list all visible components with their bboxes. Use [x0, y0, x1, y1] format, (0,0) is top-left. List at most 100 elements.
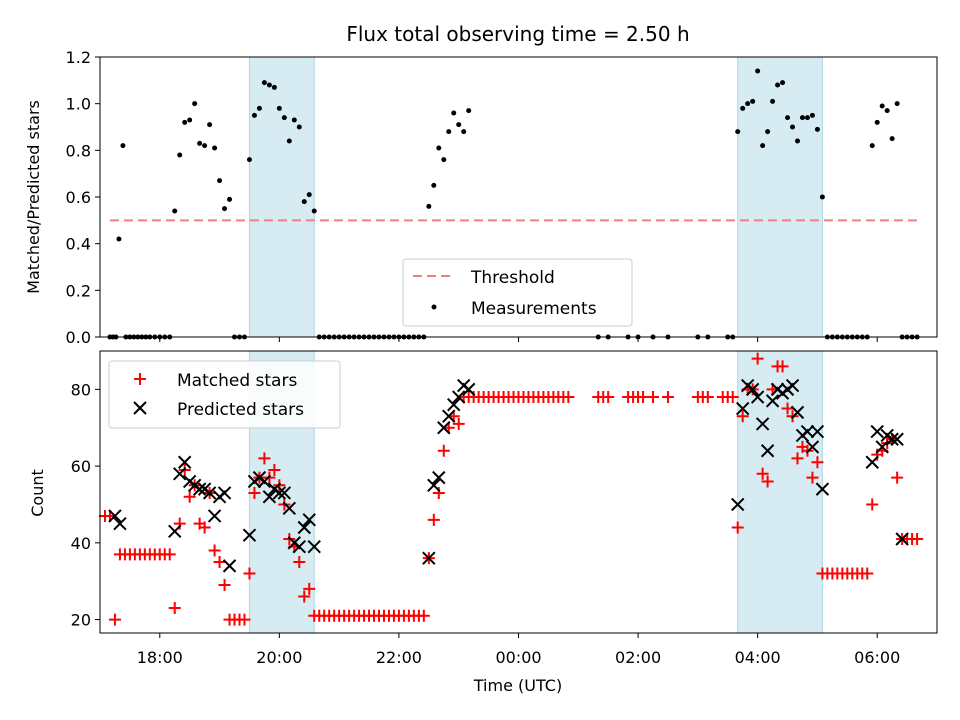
measurement-point — [804, 115, 810, 121]
predicted-star-point — [745, 382, 760, 397]
predicted-star-point — [262, 490, 277, 504]
measurement-point — [271, 84, 277, 90]
measurement-point — [431, 182, 437, 188]
predicted-star-point — [865, 455, 879, 469]
predicted-star-point — [731, 497, 745, 512]
bottom-y-tick-label: 20 — [71, 611, 91, 630]
predicted-star-point — [750, 390, 765, 404]
predicted-star-point — [168, 524, 182, 539]
measurement-point — [884, 108, 890, 114]
x-tick-label: 20:00 — [256, 648, 302, 667]
predicted-star-point — [297, 520, 311, 535]
matched-star-point — [163, 548, 176, 561]
measurement-point — [202, 143, 208, 149]
measurement-point — [120, 143, 126, 149]
top-panel: Flux total observing time = 2.50 h 0.0 0.… — [24, 22, 938, 347]
predicted-star-point — [437, 421, 451, 435]
matched-star-point — [293, 556, 306, 569]
bottom-y-tick-label: 40 — [71, 534, 91, 553]
predicted-star-point — [765, 394, 780, 408]
measurement-point — [266, 82, 272, 88]
measurement-point — [217, 178, 223, 184]
measurement-point — [795, 138, 800, 144]
measurement-point — [765, 129, 771, 135]
x-tick-label: 02:00 — [615, 648, 661, 667]
predicted-star-point — [735, 401, 750, 416]
top-y-tick-label: 1.0 — [66, 95, 91, 114]
predicted-star-point — [207, 509, 222, 523]
matched-star-point — [417, 609, 430, 622]
measurement-point — [182, 119, 188, 125]
measurement-point — [780, 80, 786, 86]
predicted-star-point — [452, 390, 466, 404]
predicted-star-point — [202, 486, 217, 500]
predicted-star-point — [422, 551, 436, 565]
x-tick-label: 06:00 — [854, 648, 900, 667]
predicted-star-point — [875, 440, 889, 454]
matched-star-point — [298, 590, 311, 603]
x-axis-label: Time (UTC) — [473, 676, 562, 695]
matched-star-point — [268, 463, 281, 476]
top-legend: Threshold Measurements — [402, 258, 633, 327]
predicted-star-point — [272, 486, 287, 500]
predicted-star-point — [282, 501, 297, 516]
x-tick-label: 22:00 — [376, 648, 422, 667]
measurement-point — [799, 115, 805, 121]
predicted-star-point — [805, 440, 820, 454]
measurement-point — [894, 101, 900, 107]
measurement-point — [291, 117, 297, 123]
matched-star-point — [911, 533, 924, 545]
predicted-star-point — [177, 455, 192, 469]
measurement-point — [785, 115, 791, 121]
measurement-point — [311, 208, 317, 214]
predicted-star-point — [785, 378, 800, 393]
measurement-point — [192, 101, 198, 107]
matched-star-point — [891, 471, 904, 484]
matched-star-point — [218, 579, 231, 592]
matched-star-point — [791, 452, 804, 465]
legend-matched-swatch — [134, 373, 146, 385]
measurement-point — [251, 112, 257, 118]
matched-star-point — [776, 360, 789, 373]
matched-star-point — [811, 456, 824, 469]
measurement-point — [750, 98, 756, 104]
measurement-point — [286, 138, 292, 144]
matched-star-point — [198, 521, 211, 534]
measurement-point — [790, 124, 796, 130]
predicted-star-point — [113, 516, 127, 531]
predicted-star-point — [790, 405, 805, 420]
matched-star-point — [183, 490, 196, 503]
predicted-star-point — [307, 539, 321, 554]
measurement-point — [889, 136, 895, 142]
matched-star-point — [756, 467, 769, 480]
x-tick-label: 00:00 — [495, 648, 541, 667]
top-plot-frame — [99, 56, 938, 338]
matched-star-point — [781, 402, 794, 415]
measurement-point — [306, 192, 312, 198]
matched-star-point — [208, 544, 221, 557]
measurement-point — [441, 157, 447, 163]
bottom-plot-frame — [99, 350, 938, 634]
highlight-span — [248, 56, 315, 338]
predicted-star-point — [108, 509, 122, 523]
matched-star-point — [751, 352, 764, 365]
matched-star-point — [108, 613, 121, 626]
measurement-point — [869, 143, 875, 149]
matched-star-point — [213, 556, 226, 569]
measurement-point — [222, 206, 228, 212]
highlight-span — [737, 350, 823, 634]
measurement-point — [451, 110, 457, 116]
top-y-tick-label: 0.0 — [66, 328, 91, 347]
bottom-legend-box — [108, 360, 341, 429]
bottom-y-tick-label: 60 — [71, 457, 91, 476]
legend-predicted-swatch — [133, 401, 147, 415]
measurement-point — [281, 115, 287, 121]
measurement-point — [740, 105, 746, 111]
predicted-star-point — [760, 444, 775, 458]
measurement-point — [246, 157, 252, 163]
matched-star-point — [661, 391, 674, 404]
measurement-point — [819, 194, 825, 200]
legend-measurements-label: Measurements — [471, 299, 597, 319]
matched-star-point — [258, 452, 271, 465]
